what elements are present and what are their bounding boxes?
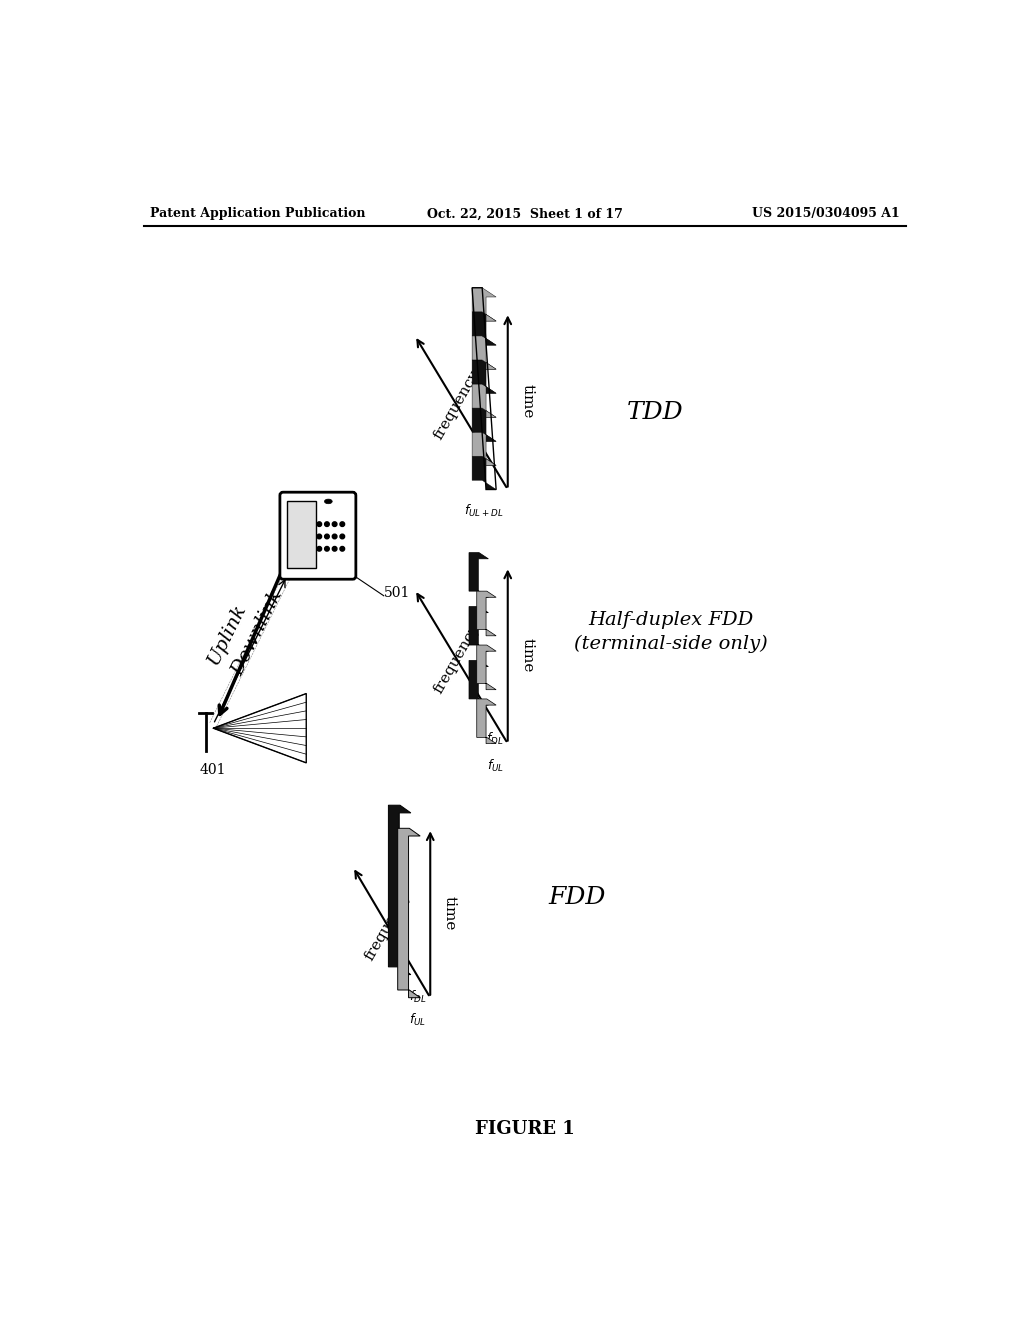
Polygon shape	[472, 288, 496, 321]
Circle shape	[317, 546, 322, 552]
Text: $f_{DL}$: $f_{DL}$	[409, 989, 426, 1005]
Polygon shape	[469, 607, 488, 651]
Text: $f_{UL}$: $f_{UL}$	[486, 758, 504, 774]
Circle shape	[340, 535, 345, 539]
Text: frequency: frequency	[362, 888, 413, 962]
Circle shape	[340, 521, 345, 527]
Circle shape	[317, 521, 322, 527]
Text: Patent Application Publication: Patent Application Publication	[150, 207, 366, 220]
Text: 401: 401	[200, 763, 226, 777]
Text: $f_{UL+DL}$: $f_{UL+DL}$	[464, 503, 504, 520]
Polygon shape	[472, 457, 496, 490]
Bar	[287, 502, 316, 569]
Polygon shape	[477, 700, 496, 743]
Circle shape	[317, 535, 322, 539]
FancyBboxPatch shape	[280, 492, 356, 579]
Polygon shape	[477, 645, 496, 689]
Text: US 2015/0304095 A1: US 2015/0304095 A1	[753, 207, 900, 220]
Text: FDD: FDD	[549, 886, 606, 909]
Polygon shape	[472, 360, 496, 393]
Polygon shape	[472, 312, 496, 345]
Ellipse shape	[325, 499, 332, 504]
Circle shape	[325, 546, 330, 552]
Text: $f_{UL}$: $f_{UL}$	[410, 1011, 426, 1028]
Text: Oct. 22, 2015  Sheet 1 of 17: Oct. 22, 2015 Sheet 1 of 17	[427, 207, 623, 220]
Polygon shape	[469, 553, 488, 597]
Polygon shape	[472, 335, 496, 370]
Circle shape	[325, 521, 330, 527]
Text: TDD: TDD	[627, 401, 683, 424]
Text: time: time	[520, 384, 535, 418]
Text: frequency: frequency	[431, 622, 482, 696]
Polygon shape	[472, 408, 496, 441]
Text: Uplink: Uplink	[204, 602, 250, 668]
Text: Half-duplex FDD
(terminal-side only): Half-duplex FDD (terminal-side only)	[573, 611, 767, 653]
Text: $f_{DL}$: $f_{DL}$	[486, 730, 504, 747]
Circle shape	[333, 546, 337, 552]
Polygon shape	[397, 829, 420, 998]
Polygon shape	[469, 660, 488, 705]
Circle shape	[333, 535, 337, 539]
Text: time: time	[442, 896, 457, 931]
Circle shape	[340, 546, 345, 552]
Text: Downlink: Downlink	[229, 587, 287, 678]
Polygon shape	[472, 432, 496, 466]
Circle shape	[333, 521, 337, 527]
Text: 501: 501	[384, 586, 411, 601]
Polygon shape	[472, 384, 496, 417]
Text: time: time	[520, 638, 535, 672]
Polygon shape	[477, 591, 496, 636]
Text: frequency: frequency	[431, 368, 482, 442]
Polygon shape	[388, 805, 411, 974]
Circle shape	[325, 535, 330, 539]
Text: FIGURE 1: FIGURE 1	[475, 1119, 574, 1138]
